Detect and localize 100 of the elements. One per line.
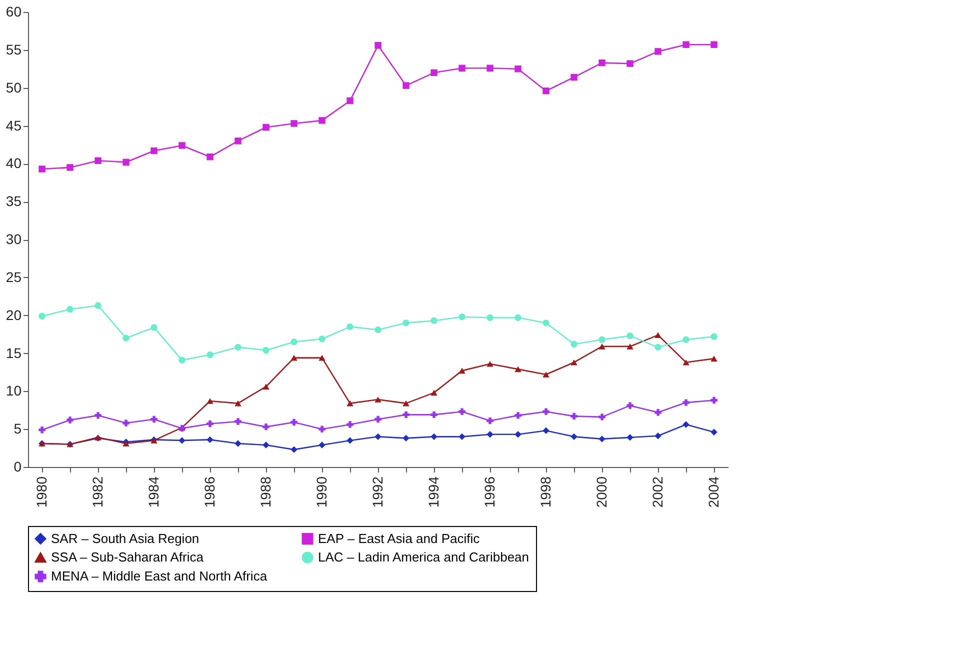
x-tick-label: 1998 [538,476,554,508]
point [290,354,298,361]
point [542,88,550,94]
x-tick-label: 2002 [650,476,666,508]
point [598,336,606,343]
point [66,306,74,313]
point [710,356,718,362]
point [66,416,74,424]
point [374,416,382,423]
point [318,335,326,342]
y-tick-label: 20 [6,306,22,323]
point [178,356,186,364]
point [262,423,270,430]
y-tick-label: 50 [6,79,22,96]
point [570,412,578,420]
point [318,442,326,448]
point [94,157,102,164]
point [570,340,578,348]
point [374,433,382,440]
point [150,324,158,331]
point [682,41,690,48]
point [626,402,634,409]
point [486,417,494,424]
point [542,427,550,434]
point [458,408,466,415]
point [178,142,186,149]
x-tick-label: 1990 [314,476,330,508]
point [318,426,326,432]
point [122,420,130,426]
point [514,66,522,72]
point [206,436,214,444]
point [206,153,214,160]
legend-label: SAR – South Asia Region [51,530,200,546]
x-tick-label: 1986 [202,476,218,508]
point [486,431,494,438]
x-tick-label: 1984 [146,476,162,508]
point [94,412,102,419]
point [402,434,410,442]
y-tick-label: 40 [6,155,22,172]
point [346,323,354,330]
point [150,147,158,154]
point [206,351,214,358]
point [514,431,522,438]
y-tick-label: 55 [6,41,22,58]
point [570,433,578,440]
point [430,433,438,440]
x-tick-label: 1988 [258,476,274,508]
legend-label: LAC – Ladin America and Caribbean [318,550,530,564]
y-tick-label: 5 [14,420,22,437]
point [290,418,298,426]
x-tick-label: 1982 [90,476,106,508]
y-tick-label: 25 [6,268,22,285]
y-tick-label: 0 [14,458,22,474]
point [234,400,242,406]
y-tick-label: 15 [6,344,22,361]
point [178,437,186,444]
point [234,344,242,351]
point [234,440,242,447]
point [514,314,522,321]
point [654,344,662,351]
point [346,437,354,444]
point [626,434,634,441]
point [598,59,606,66]
point [262,384,270,390]
point [654,432,662,440]
point [290,338,298,346]
point [430,317,438,324]
point [458,433,466,440]
point [542,372,550,378]
point [710,41,718,48]
point [682,421,690,428]
point [570,74,578,81]
point [458,314,466,320]
point [710,333,718,340]
point [402,82,410,89]
point [626,60,634,67]
y-tick-label: 10 [6,382,22,399]
point [234,418,242,425]
point [122,334,130,342]
point [654,409,662,416]
point [318,117,326,124]
x-tick-label: 1992 [370,476,386,508]
point [234,138,242,144]
point [430,411,438,418]
point [38,312,46,320]
point [458,368,466,374]
legend-label: SSA – Sub-Saharan Africa [51,550,204,564]
point [262,124,270,131]
point [346,97,354,104]
point [710,428,718,436]
point [206,420,214,428]
point [458,64,466,72]
point [318,354,326,361]
point [626,332,634,340]
point [542,320,550,326]
point [682,336,690,343]
point [402,411,410,418]
point [290,120,298,127]
point [486,360,494,367]
point [66,164,74,171]
